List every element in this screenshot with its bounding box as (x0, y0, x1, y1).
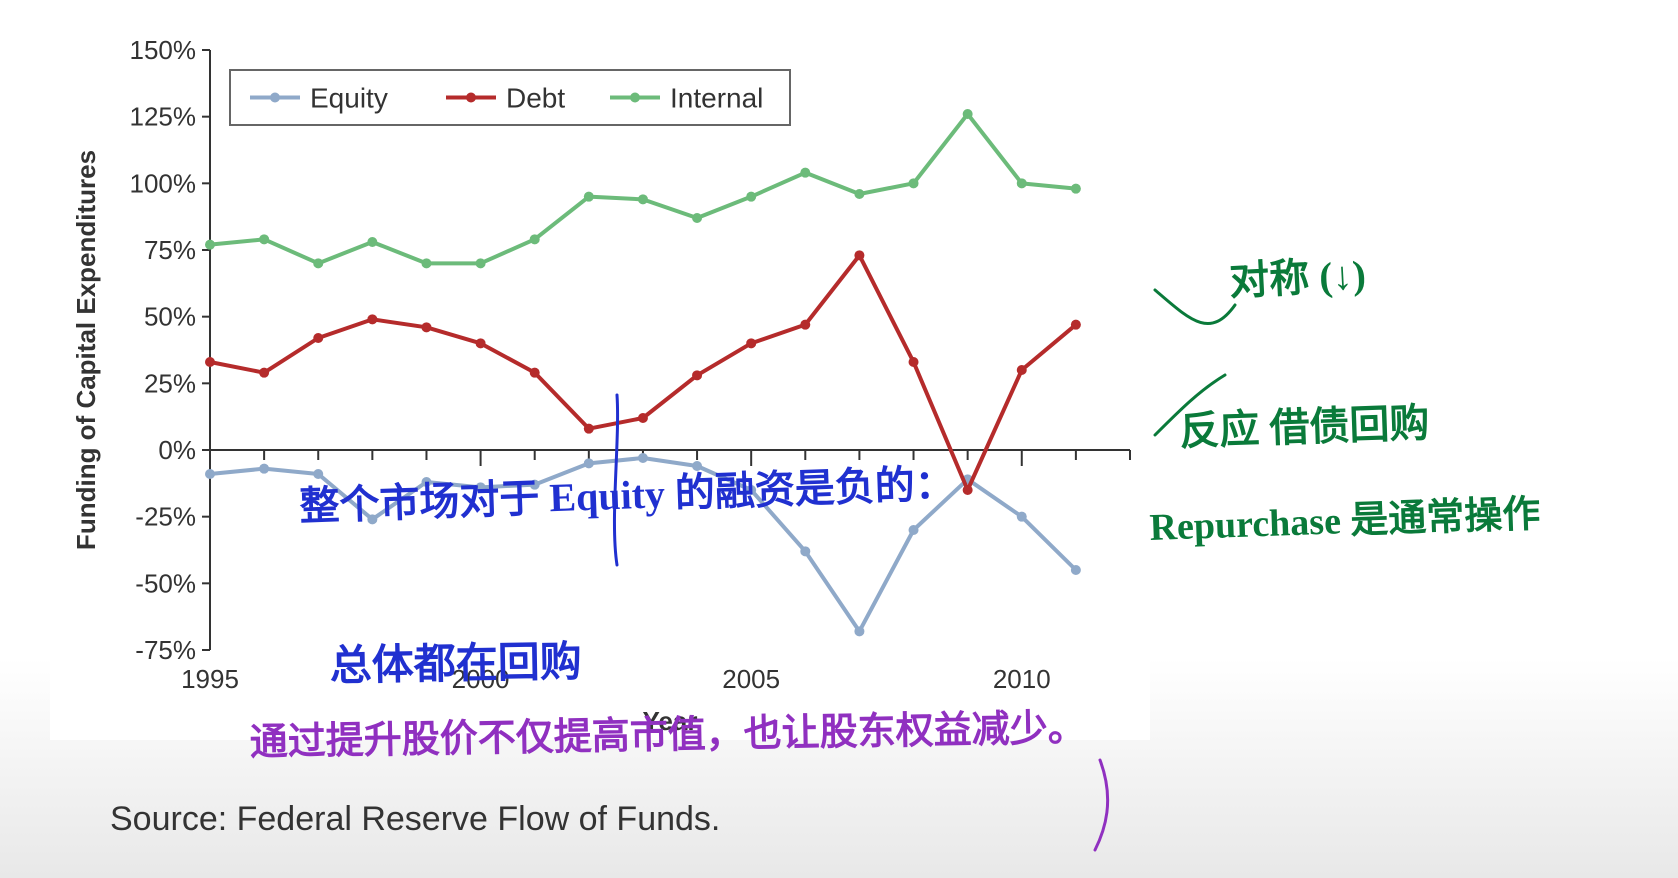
ytick-label: -50% (135, 568, 196, 598)
series-marker (530, 234, 540, 244)
series-marker (800, 168, 810, 178)
series-line-internal (210, 114, 1076, 263)
ytick-label: 100% (130, 168, 197, 198)
series-marker (692, 213, 702, 223)
series-marker (638, 453, 648, 463)
series-marker (1017, 365, 1027, 375)
series-marker (259, 368, 269, 378)
series-marker (476, 258, 486, 268)
xtick-label: 2010 (993, 664, 1051, 694)
series-marker (530, 480, 540, 490)
line-chart: -75% -50% -25% 0% 25% 50% 75% 100% 125% 150% 1995 2… (50, 20, 1150, 740)
y-axis-label: Funding of Capital Expenditures (71, 150, 101, 550)
series-marker (800, 546, 810, 556)
xtick-label: 2005 (722, 664, 780, 694)
series-marker (313, 469, 323, 479)
legend-label: Equity (310, 83, 388, 114)
series-marker (205, 469, 215, 479)
ytick-label: 125% (130, 102, 197, 132)
legend-marker (630, 93, 640, 103)
series-marker (1017, 512, 1027, 522)
series-marker (367, 514, 377, 524)
series-marker (746, 338, 756, 348)
series-marker (909, 178, 919, 188)
ytick-label: 50% (144, 302, 196, 332)
series-marker (313, 258, 323, 268)
series-marker (205, 357, 215, 367)
series-marker (1071, 320, 1081, 330)
series-marker (692, 370, 702, 380)
series-marker (476, 482, 486, 492)
x-axis-label: Year (643, 706, 698, 736)
series-marker (963, 109, 973, 119)
series-marker (1071, 565, 1081, 575)
handwritten-stroke (1155, 375, 1225, 435)
series-marker (259, 464, 269, 474)
series-line-equity (210, 458, 1076, 631)
series-marker (313, 333, 323, 343)
series-marker (584, 424, 594, 434)
handwritten-stroke (1095, 760, 1108, 850)
series-marker (909, 357, 919, 367)
series-marker (367, 237, 377, 247)
handwritten-note-green-top: 对称 (↓) (1228, 252, 1367, 304)
ytick-label: -75% (135, 635, 196, 665)
series-marker (854, 626, 864, 636)
series-marker (367, 314, 377, 324)
series-marker (421, 477, 431, 487)
series-marker (638, 194, 648, 204)
series-marker (1071, 184, 1081, 194)
ytick-label: 150% (130, 35, 197, 65)
chart-container: -75% -50% -25% 0% 25% 50% 75% 100% 125% 150% 1995 2… (50, 20, 1150, 740)
series-marker (746, 192, 756, 202)
handwritten-note-green-bottom: Repurchase 是通常操作 (1149, 493, 1541, 549)
ytick-label: 25% (144, 368, 196, 398)
ytick-label: 75% (144, 235, 196, 265)
series-marker (421, 322, 431, 332)
series-marker (800, 320, 810, 330)
legend-label: Internal (670, 83, 763, 114)
series-marker (746, 485, 756, 495)
series-marker (421, 258, 431, 268)
ytick-label: 0% (158, 435, 196, 465)
series-marker (909, 525, 919, 535)
series-marker (854, 189, 864, 199)
series-marker (476, 338, 486, 348)
handwritten-stroke (1155, 290, 1235, 324)
series-marker (259, 234, 269, 244)
series-marker (638, 413, 648, 423)
ytick-label: -25% (135, 502, 196, 532)
series-marker (1017, 178, 1027, 188)
series-marker (692, 461, 702, 471)
series-marker (963, 485, 973, 495)
xtick-label: 2000 (452, 664, 510, 694)
legend-marker (270, 93, 280, 103)
handwritten-note-green-mid: 反应 借债回购 (1179, 400, 1430, 454)
source-caption: Source: Federal Reserve Flow of Funds. (110, 800, 720, 839)
legend-label: Debt (506, 83, 565, 114)
series-marker (584, 458, 594, 468)
series-marker (584, 192, 594, 202)
series-marker (854, 250, 864, 260)
xtick-label: 1995 (181, 664, 239, 694)
legend-marker (466, 93, 476, 103)
series-marker (530, 368, 540, 378)
series-marker (205, 240, 215, 250)
